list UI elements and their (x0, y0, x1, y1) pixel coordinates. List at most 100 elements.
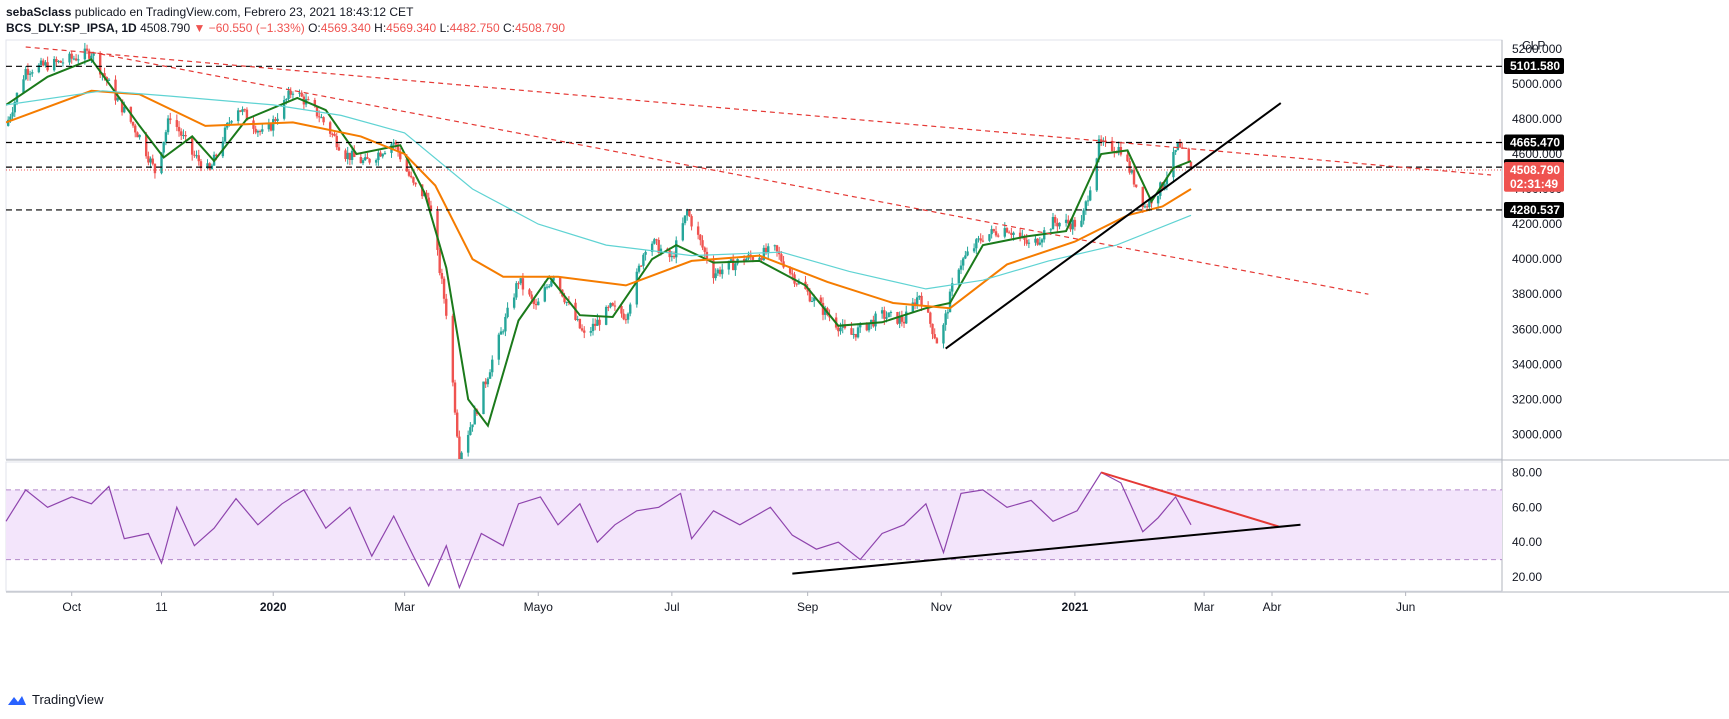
candle-body (994, 231, 998, 236)
candle-body (28, 73, 32, 75)
candle-body (381, 154, 384, 157)
candle-body (1082, 210, 1085, 221)
candle-body (175, 120, 179, 127)
candle-body (44, 62, 47, 66)
candle-body (742, 259, 746, 262)
candle-body (254, 128, 257, 133)
candle-body (322, 117, 325, 123)
candle-body (515, 283, 518, 298)
candle-body (245, 109, 249, 121)
rsi-line (5, 471, 1192, 590)
candle-body (410, 175, 413, 178)
candle-body (374, 160, 378, 163)
candle-body (762, 247, 766, 260)
candle-body (611, 303, 614, 306)
candle-body (734, 263, 737, 271)
candle-body (1056, 222, 1059, 227)
candle-body (552, 277, 555, 281)
candle-body (931, 323, 934, 335)
candle-body (1027, 242, 1031, 244)
price-tag-box (1504, 161, 1564, 178)
candle-body (550, 280, 553, 287)
candle-body (964, 255, 967, 259)
price-axis-tick: 3600.000 (1512, 322, 1562, 336)
candle-body (1126, 154, 1129, 162)
candle-body (1018, 232, 1022, 238)
candle-body (469, 427, 472, 436)
candle-body (624, 319, 628, 321)
candle-body (116, 97, 119, 101)
candle-body (1005, 228, 1009, 233)
low-label: L: (439, 21, 450, 35)
candle-body (808, 291, 812, 302)
candle-body (773, 245, 777, 247)
candle-body (626, 313, 630, 320)
price-tag-box (1504, 134, 1564, 151)
candle-body (256, 131, 260, 133)
candle-body (760, 257, 763, 260)
publish-line: sebaSclass publicado en TradingView.com,… (6, 4, 565, 20)
candle-body (788, 267, 792, 274)
candle-body (442, 278, 446, 299)
candle-body (979, 238, 982, 241)
candle-body (714, 273, 717, 279)
candle-body (699, 234, 702, 241)
candle-body (911, 302, 914, 312)
footer-brand[interactable]: TradingView (6, 692, 104, 707)
rsi-plot (5, 471, 1502, 590)
candle-body (502, 331, 505, 333)
candle-body (24, 69, 27, 80)
candle-body (869, 319, 873, 324)
candle-body (208, 163, 211, 170)
candle-body (635, 271, 639, 305)
candle-body (52, 59, 56, 71)
candle-body (534, 303, 538, 306)
high-label: H: (374, 21, 387, 35)
time-axis-tick: 2021 (1062, 600, 1089, 614)
candle-body (716, 269, 720, 274)
candle-body (287, 90, 290, 99)
candle-body (74, 58, 78, 61)
candle-body (1178, 143, 1182, 148)
candle-body (751, 256, 755, 260)
candle-body (885, 317, 888, 319)
candle-body (718, 269, 722, 275)
footer-brand-label: TradingView (32, 692, 104, 707)
candle-body (874, 313, 877, 327)
rsi-band (6, 489, 1502, 560)
candle-body (243, 109, 246, 111)
price-tag-box (1504, 58, 1564, 75)
price-tag-box (1504, 201, 1564, 218)
candle-body (517, 283, 520, 285)
candle-body (199, 161, 203, 169)
candle-body (530, 294, 533, 299)
author-name[interactable]: sebaSclass (6, 5, 72, 19)
candle-body (1058, 222, 1061, 227)
tradingview-logo-icon (8, 695, 26, 705)
candle-body (147, 156, 150, 163)
candle-body (223, 127, 227, 142)
candle-body (521, 278, 525, 290)
candle-body (558, 277, 562, 290)
candle-body (405, 159, 409, 172)
candle-body (72, 58, 76, 60)
candle-body (1053, 217, 1057, 223)
candle-body (1132, 169, 1136, 185)
candle-body (484, 381, 487, 385)
candle-body (548, 286, 551, 288)
rsi-axis-tick: 60.00 (1512, 500, 1542, 514)
candle-body (681, 223, 685, 241)
candle-body (880, 310, 884, 314)
candle-body (55, 59, 58, 62)
candle-body (368, 158, 371, 163)
candle-body (134, 125, 137, 133)
close-label: C: (503, 21, 515, 35)
candle-body (1067, 219, 1070, 224)
candle-body (1064, 219, 1068, 223)
candle-body (85, 48, 89, 51)
candle-body (528, 289, 531, 295)
time-axis-tick: Jul (664, 600, 679, 614)
candle-body (926, 306, 930, 313)
candle-body (856, 327, 860, 338)
